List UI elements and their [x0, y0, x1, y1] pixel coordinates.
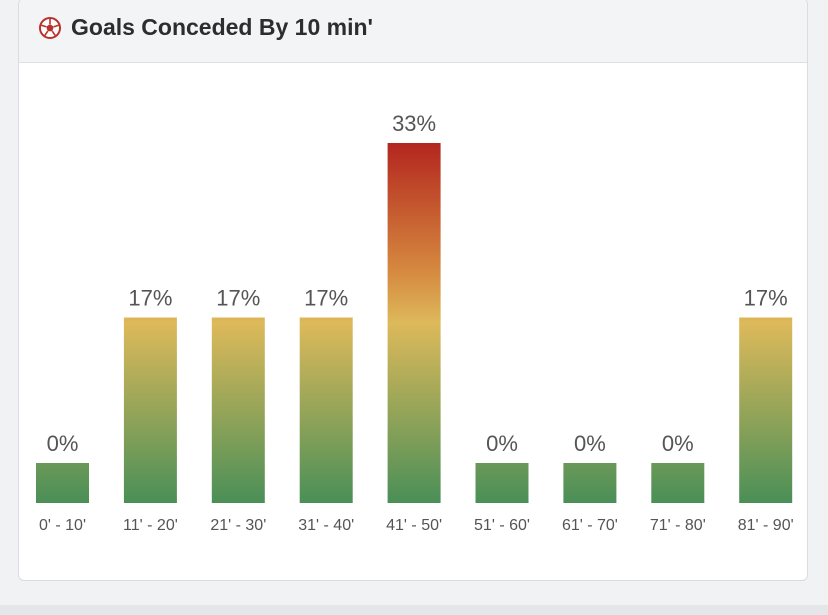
category-label-4: 41' - 50' — [386, 517, 442, 534]
value-label-1: 17% — [128, 286, 172, 311]
category-label-8: 81' - 90' — [738, 517, 794, 534]
category-label-3: 31' - 40' — [298, 517, 354, 534]
category-label-5: 51' - 60' — [474, 517, 530, 534]
bars-group — [36, 143, 793, 504]
value-label-0: 0% — [47, 431, 79, 456]
bar-6[interactable] — [563, 463, 617, 503]
card-title: Goals Conceded By 10 min' — [71, 14, 373, 40]
value-label-3: 17% — [304, 286, 348, 311]
value-labels-group: 0% 17% 17% 17% 33% 0% 0% 0% 17% — [47, 111, 788, 456]
page-bottom-strip — [0, 605, 828, 615]
category-label-2: 21' - 30' — [210, 517, 266, 534]
bar-0[interactable] — [36, 463, 89, 503]
bar-7[interactable] — [651, 463, 705, 503]
value-label-2: 17% — [216, 286, 260, 311]
soccer-ball-icon — [39, 17, 61, 39]
card-header: Goals Conceded By 10 min' — [19, 0, 807, 63]
bar-4[interactable] — [387, 143, 441, 503]
category-label-6: 61' - 70' — [562, 517, 618, 534]
category-label-0: 0' - 10' — [39, 517, 86, 534]
value-label-6: 0% — [574, 431, 606, 456]
category-label-1: 11' - 20' — [123, 517, 178, 534]
value-label-7: 0% — [662, 431, 694, 456]
bar-2[interactable] — [211, 317, 265, 504]
bar-5[interactable] — [475, 463, 529, 503]
value-label-5: 0% — [486, 431, 518, 456]
bar-8[interactable] — [739, 317, 793, 504]
bar-3[interactable] — [299, 317, 353, 504]
value-label-8: 17% — [744, 286, 788, 311]
bar-1[interactable] — [123, 317, 177, 504]
value-label-4: 33% — [392, 111, 436, 136]
category-label-7: 71' - 80' — [650, 517, 706, 534]
category-labels-group: 0' - 10' 11' - 20' 21' - 30' 31' - 40' 41' -… — [39, 517, 794, 534]
